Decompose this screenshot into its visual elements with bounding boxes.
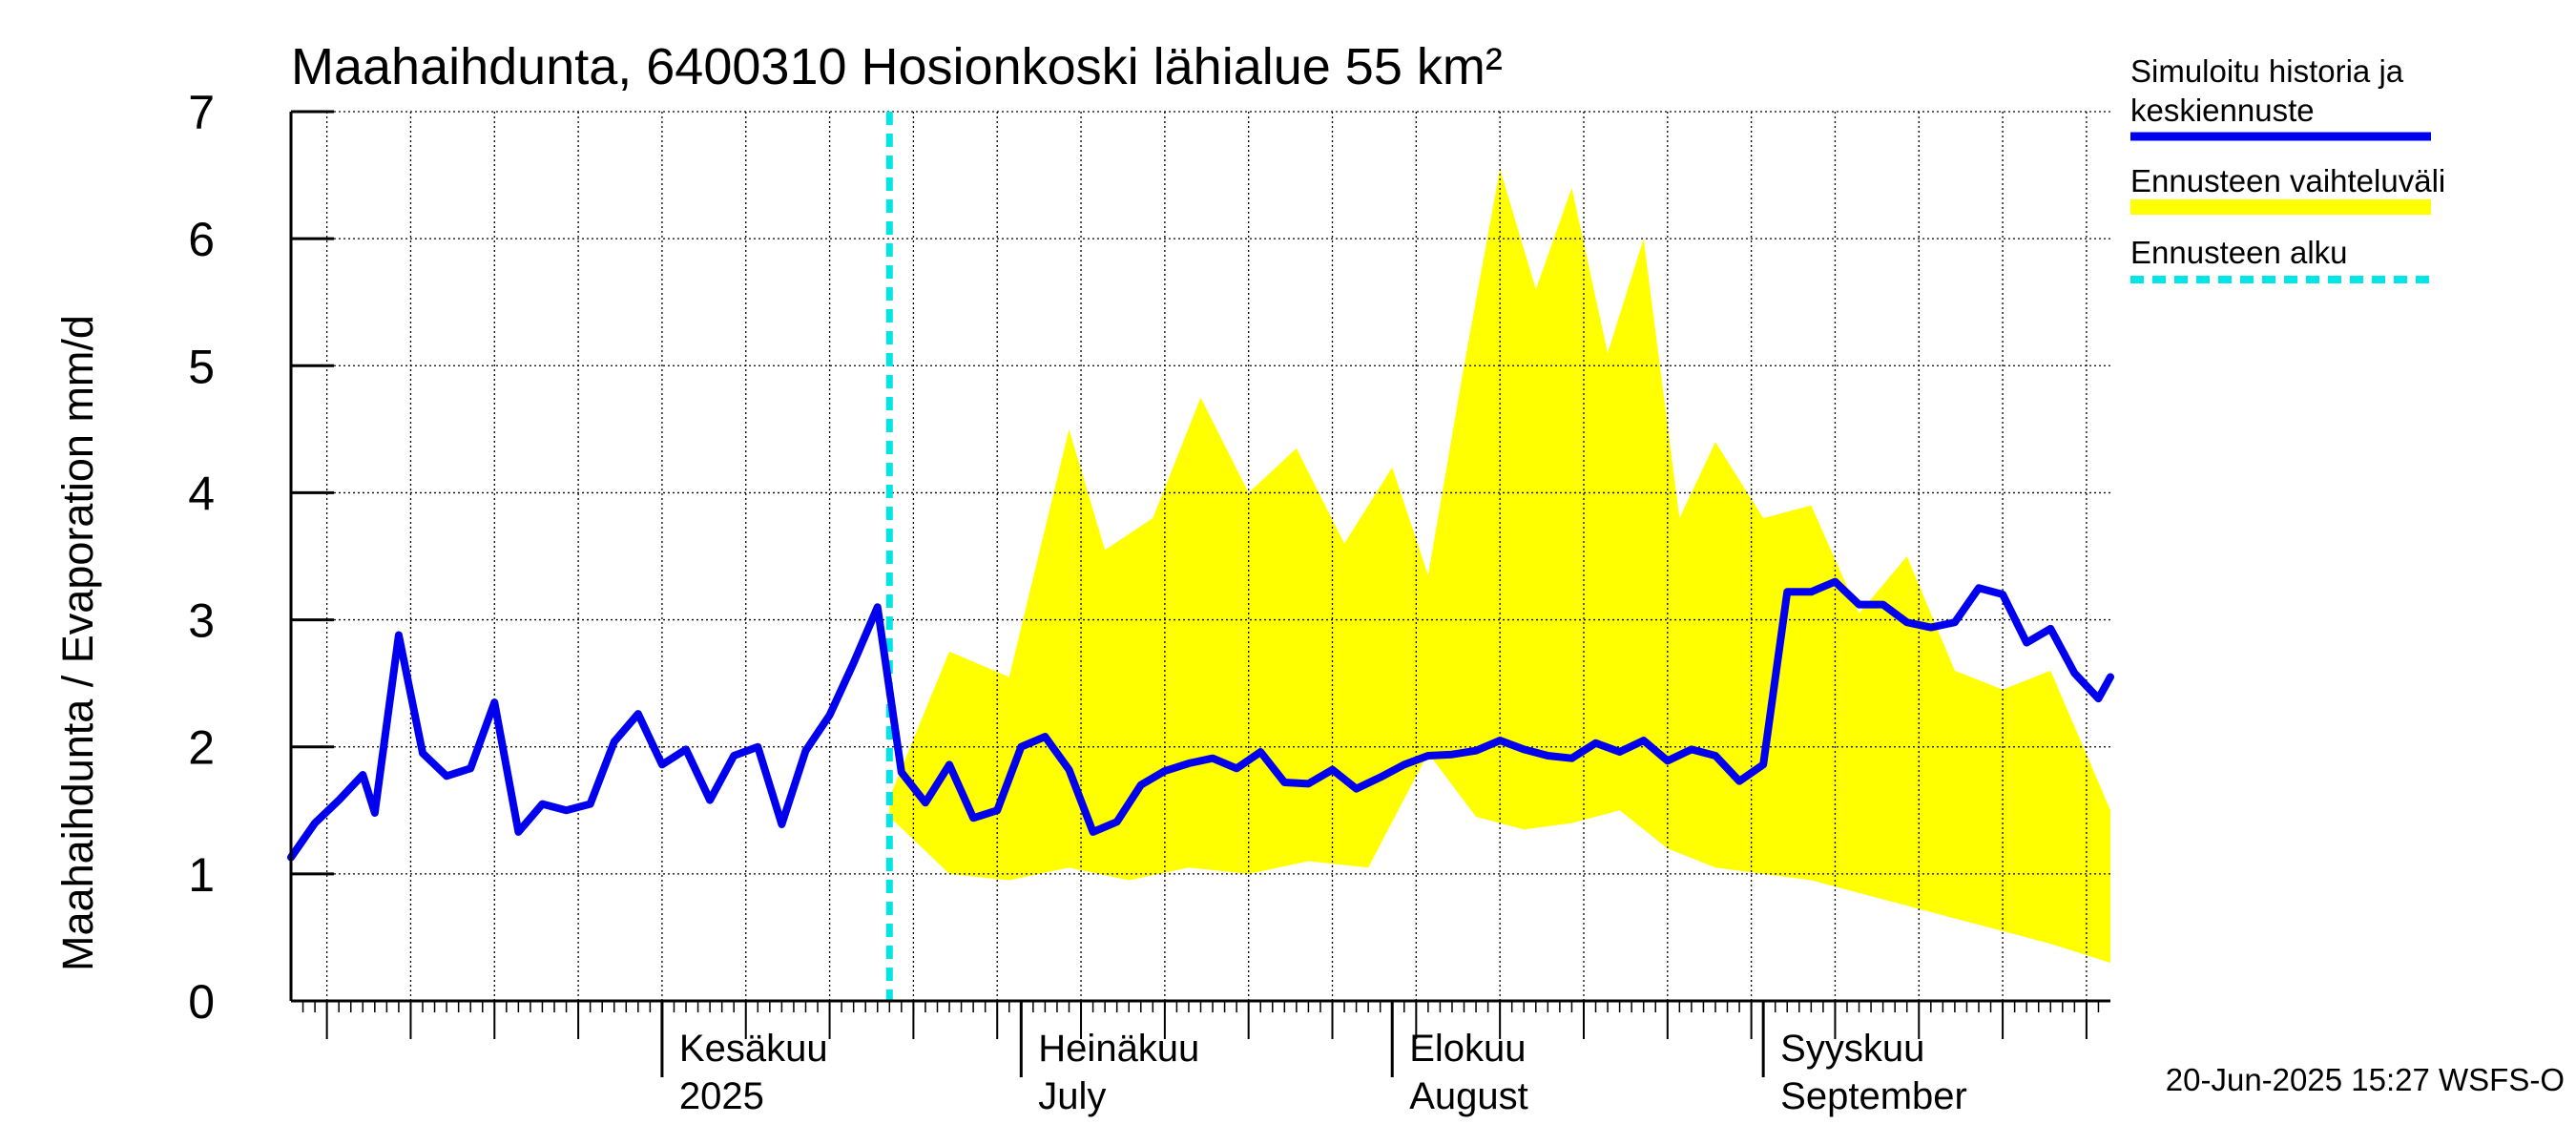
legend-label-simulated-2: keskiennuste xyxy=(2130,93,2315,128)
y-tick-label: 2 xyxy=(188,721,215,775)
y-tick-label: 7 xyxy=(188,86,215,139)
month-sublabel: August xyxy=(1409,1075,1528,1117)
month-sublabel: July xyxy=(1038,1075,1106,1117)
month-label: Elokuu xyxy=(1409,1028,1526,1070)
y-tick-label: 3 xyxy=(188,594,215,648)
legend-swatch-range xyxy=(2130,199,2431,215)
chart-title: Maahaihdunta, 6400310 Hosionkoski lähial… xyxy=(291,38,1503,95)
legend: Simuloitu historia ja keskiennuste Ennuste… xyxy=(2130,53,2445,283)
y-tick-label: 1 xyxy=(188,848,215,902)
y-axis-label: Maahaihdunta / Evaporation mm/d xyxy=(53,315,102,971)
month-label: Kesäkuu xyxy=(679,1028,828,1070)
legend-label-forecast-start: Ennusteen alku xyxy=(2130,235,2348,270)
series-line-simulated xyxy=(287,577,2114,862)
y-tick-label: 6 xyxy=(188,213,215,266)
month-sublabel: September xyxy=(1780,1075,1967,1117)
month-label: Syyskuu xyxy=(1780,1028,1924,1070)
y-tick-label: 0 xyxy=(188,975,215,1029)
legend-label-simulated: Simuloitu historia ja xyxy=(2130,53,2404,89)
month-label: Heinäkuu xyxy=(1038,1028,1199,1070)
y-tick-label: 4 xyxy=(188,467,215,520)
legend-label-range: Ennusteen vaihteluväli xyxy=(2130,163,2445,198)
footer-timestamp: 20-Jun-2025 15:27 WSFS-O xyxy=(2166,1062,2565,1097)
y-tick-label: 5 xyxy=(188,340,215,393)
plot-area: 0 1 2 3 4 5 6 7 Kesäkuu 2025 Heinäkuu July Elokuu Aug… xyxy=(188,86,2114,1117)
month-sublabel: 2025 xyxy=(679,1075,764,1117)
